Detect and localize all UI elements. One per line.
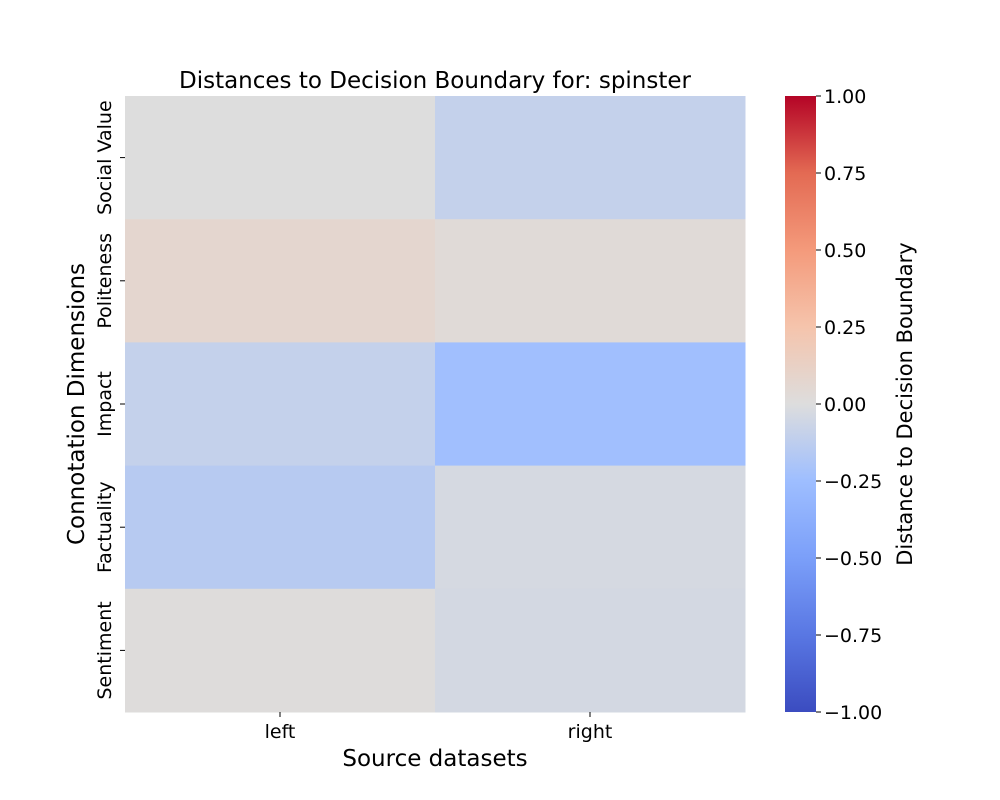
heatmap-cell	[435, 342, 746, 467]
y-axis-ticks: Social Value Politeness Impact Factuality Se…	[94, 100, 125, 700]
colorbar-tick-label: 0.75	[824, 163, 866, 185]
x-axis-ticks: left right	[265, 712, 613, 743]
colorbar-tick-label: 1.00	[824, 86, 866, 108]
colorbar-tick-label: −0.75	[824, 625, 882, 647]
heatmap-cells	[125, 96, 746, 713]
colorbar-tick-label: −0.25	[824, 471, 882, 493]
y-tick-label: Impact	[94, 371, 116, 437]
colorbar-ticks: 1.00 0.75 0.50 0.25 0.00 −0.25 −0.50 −0.75 −1.00	[816, 86, 882, 724]
colorbar-tick-label: 0.25	[824, 317, 866, 339]
colorbar	[785, 96, 816, 712]
colorbar-tick-label: −1.00	[824, 702, 882, 724]
heatmap-cell	[125, 96, 436, 220]
y-tick-label: Factuality	[94, 481, 116, 573]
chart-title: Distances to Decision Boundary for: spin…	[179, 68, 692, 94]
colorbar-tick-label: −0.50	[824, 548, 882, 570]
y-tick-label: Social Value	[94, 100, 116, 215]
heatmap-cell	[125, 588, 436, 713]
x-axis-label: Source datasets	[342, 746, 527, 772]
x-tick-label: right	[568, 721, 613, 743]
heatmap-cell	[125, 219, 436, 343]
heatmap-cell	[435, 465, 746, 590]
heatmap-cell	[435, 588, 746, 713]
heatmap-cell	[435, 96, 746, 220]
heatmap-cell	[125, 342, 436, 467]
heatmap-cell	[125, 465, 436, 590]
colorbar-label: Distance to Decision Boundary	[893, 242, 917, 565]
colorbar-tick-label: 0.50	[824, 240, 866, 262]
y-tick-label: Sentiment	[94, 601, 116, 699]
heatmap-cell	[435, 219, 746, 343]
colorbar-tick-label: 0.00	[824, 394, 866, 416]
y-tick-label: Politeness	[94, 233, 116, 329]
x-tick-label: left	[265, 721, 296, 743]
y-axis-label: Connotation Dimensions	[64, 263, 90, 545]
